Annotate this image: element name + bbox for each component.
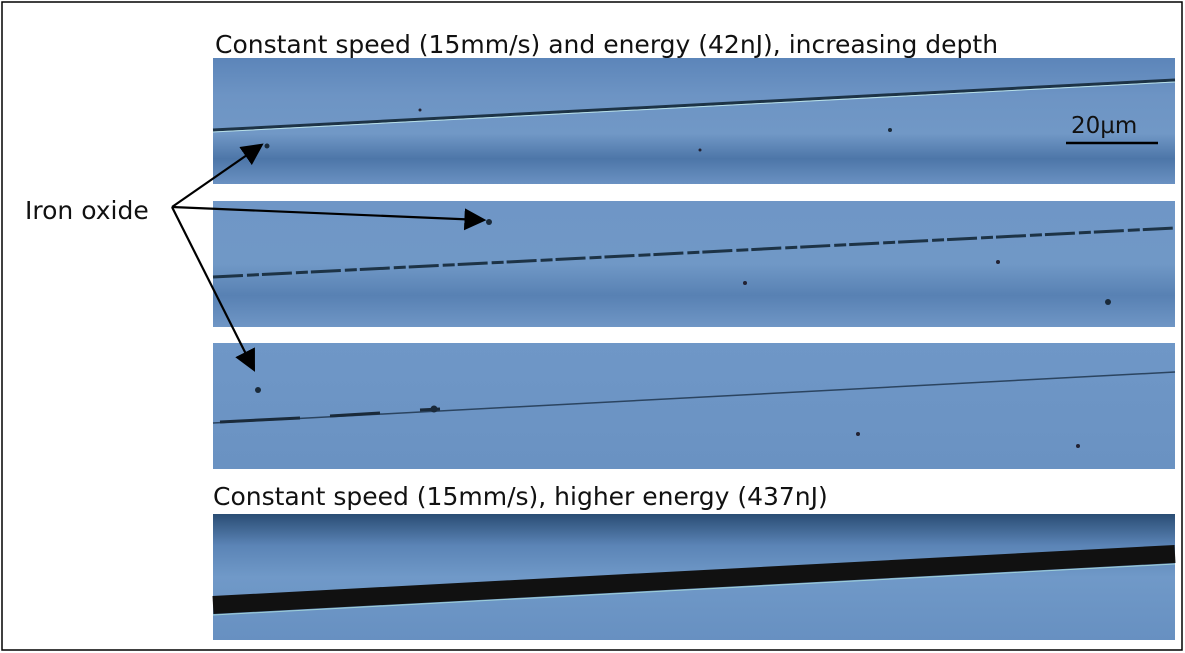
figure: Constant speed (15mm/s) and energy (42nJ… [0,0,1185,653]
micrograph [213,343,1175,469]
micrograph [213,58,1175,184]
micrograph [213,201,1175,327]
micrograph [213,514,1175,640]
caption: Constant speed (15mm/s), higher energy (… [213,482,828,511]
annotation: Iron oxide [25,196,149,225]
caption: Constant speed (15mm/s) and energy (42nJ… [215,30,998,59]
scale-bar-label: 20µm [1071,113,1137,139]
